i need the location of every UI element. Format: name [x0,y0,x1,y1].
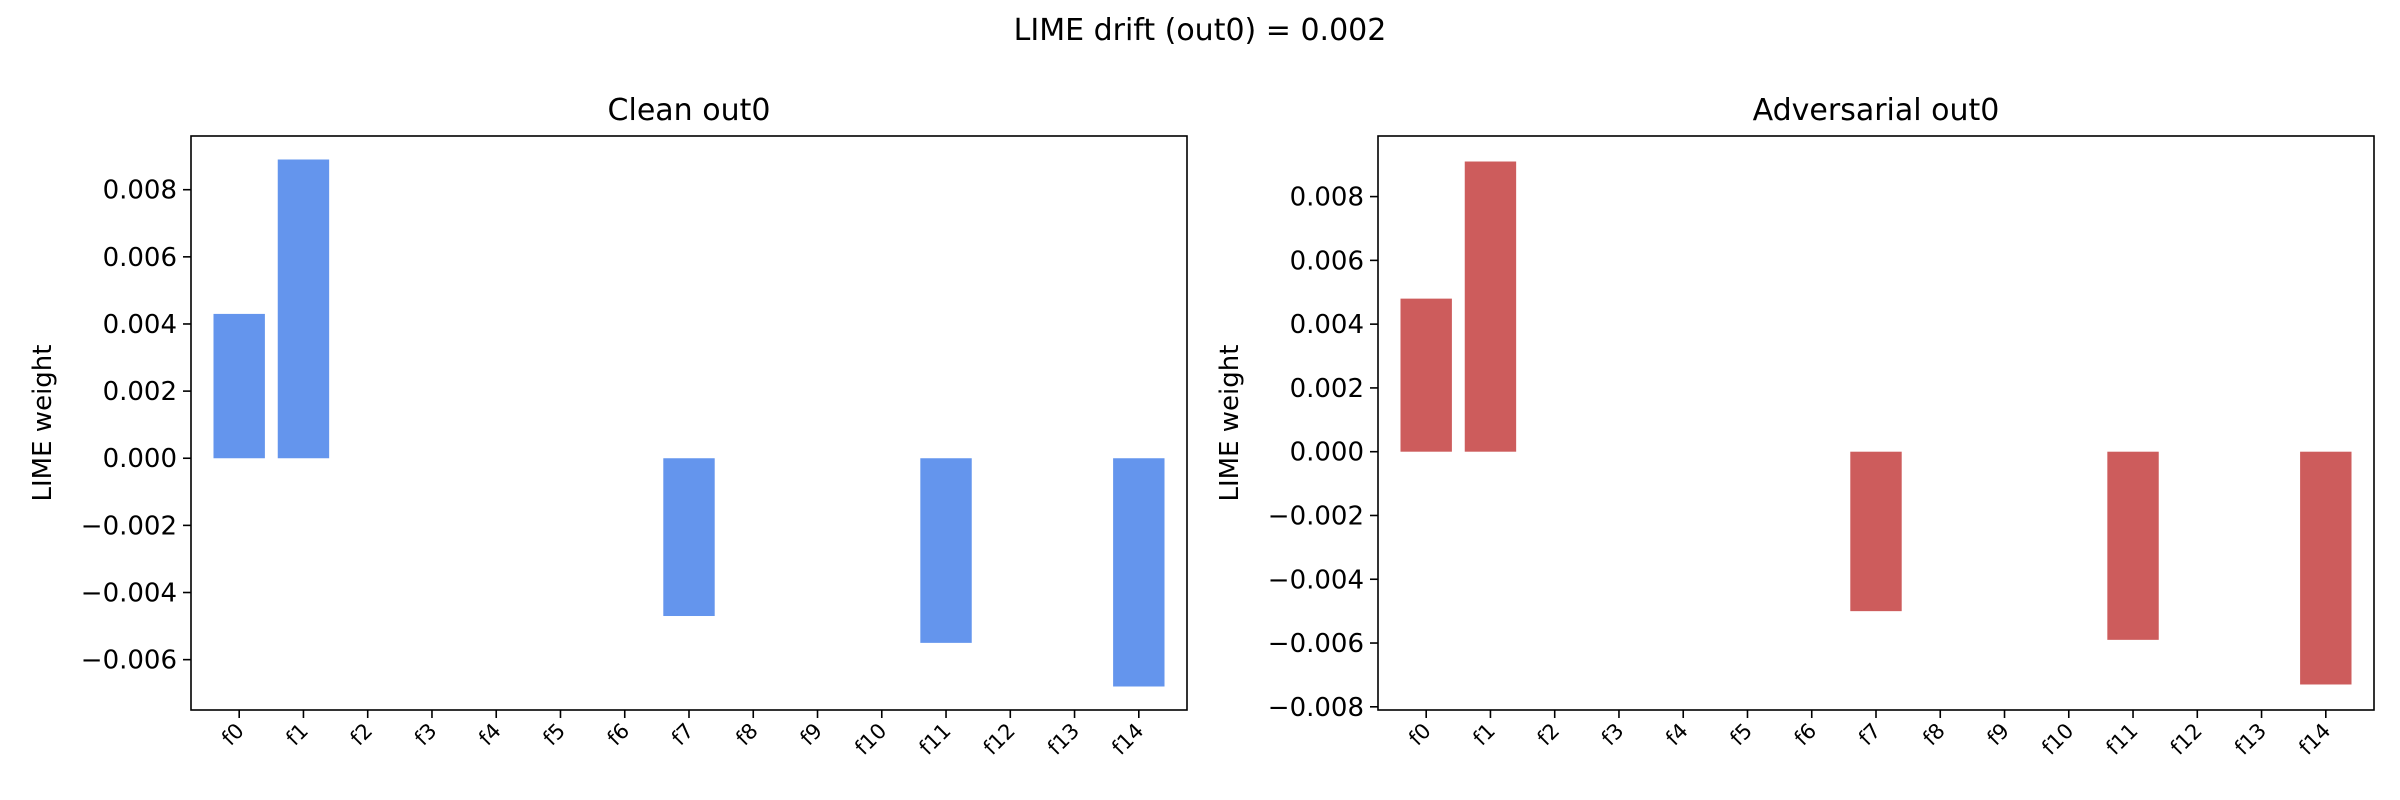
clean-chart-y-axis: 0.008 0.006 0.004 0.002 0.000 −0.002 −0.004 −0.… [81,176,191,676]
clean-ytick-label: 0.006 [103,243,177,273]
adversarial-bar-f11 [2107,451,2159,640]
adversarial-xtick-label-f1: f1 [1468,719,1500,751]
adversarial-xtick-label-f14: f14 [2294,719,2335,760]
adversarial-xtick-label-f6: f6 [1790,719,1822,751]
adversarial-ytick-label: −0.008 [1268,693,1364,723]
clean-xtick-label-f3: f3 [410,719,442,751]
clean-bar-f7 [663,458,715,617]
adversarial-xtick-label-f0: f0 [1404,719,1436,751]
clean-xtick-label-f4: f4 [474,719,506,751]
clean-ytick-label: −0.004 [81,579,177,609]
clean-xtick-label-f10: f10 [850,719,891,760]
clean-chart-ylabel: LIME weight [28,345,58,502]
clean-chart: Clean out0 LIME weight 0.0080.0060.0040.… [28,93,1188,760]
adversarial-xtick-label-f7: f7 [1854,719,1886,751]
clean-xtick-label-f13: f13 [1043,719,1084,760]
adversarial-chart-ylabel: LIME weight [1215,345,1245,502]
clean-xtick-label-f2: f2 [346,719,378,751]
adversarial-bar-f1 [1464,161,1517,452]
clean-ytick-label: −0.006 [81,646,177,676]
clean-chart-frame [190,135,1188,711]
clean-xtick-label-f9: f9 [795,719,827,751]
clean-xtick-label-f12: f12 [979,719,1020,760]
clean-xtick-label-f5: f5 [538,719,570,751]
adversarial-xtick-label-f11: f11 [2101,719,2142,760]
adversarial-xtick-label-f5: f5 [1725,719,1757,751]
adversarial-ytick-label: 0.004 [1290,310,1364,340]
clean-xtick-label-f14: f14 [1107,719,1148,760]
adversarial-bar-f0 [1400,298,1452,452]
adversarial-xtick-label-f4: f4 [1661,719,1693,751]
adversarial-ytick-label: 0.006 [1290,246,1364,276]
clean-bar-f14 [1113,458,1165,687]
adversarial-xtick-label-f9: f9 [1982,719,2014,751]
adversarial-chart-x-axis: f0 f1 f2 f3 f4 f5 f6 f7 f8 f9 f10 f11 f12 f13 f14 [1404,710,2335,760]
clean-bar-f1 [277,159,330,459]
clean-chart-bars [213,159,1165,687]
clean-chart-title: Clean out0 [608,93,771,128]
adversarial-ytick-label: 0.000 [1290,438,1364,468]
adversarial-xtick-label-f3: f3 [1597,719,1629,751]
adversarial-xtick-label-f8: f8 [1918,719,1950,751]
adversarial-bar-f7 [1850,451,1902,612]
adversarial-chart-bars [1400,161,2352,685]
clean-xtick-label-f8: f8 [731,719,763,751]
clean-chart-x-axis: f0 f1 f2 f3 f4 f5 f6 f7 f8 f9 f10 f11 f12 f13 f14 [217,710,1148,760]
adversarial-chart-y-axis: 0.008 0.006 0.004 0.002 0.000 −0.002 −0.004 −0.… [1268,183,1378,723]
clean-bar-f0 [213,313,265,459]
adversarial-chart-frame [1377,135,2375,711]
clean-ytick-label: 0.008 [103,176,177,206]
adversarial-xtick-label-f13: f13 [2230,719,2271,760]
adversarial-ytick-label: −0.006 [1268,629,1364,659]
clean-ytick-label: 0.002 [103,377,177,407]
clean-xtick-label-f0: f0 [217,719,249,751]
clean-xtick-label-f11: f11 [914,719,955,760]
clean-bar-f11 [920,458,972,643]
figure-suptitle: LIME drift (out0) = 0.002 [1014,13,1387,48]
adversarial-ytick-label: 0.008 [1290,183,1364,213]
clean-xtick-label-f1: f1 [281,719,313,751]
adversarial-ytick-label: 0.002 [1290,374,1364,404]
adversarial-ytick-label: −0.004 [1268,565,1364,595]
adversarial-chart-title: Adversarial out0 [1753,93,2000,128]
clean-xtick-label-f7: f7 [667,719,699,751]
adversarial-xtick-label-f10: f10 [2037,719,2078,760]
adversarial-bar-f14 [2300,451,2352,685]
adversarial-chart: Adversarial out0 LIME weight 0.0080.0060… [1215,93,2375,760]
clean-xtick-label-f6: f6 [603,719,635,751]
clean-ytick-label: −0.002 [81,511,177,541]
adversarial-xtick-label-f2: f2 [1533,719,1565,751]
adversarial-ytick-label: −0.002 [1268,501,1364,531]
clean-ytick-label: 0.000 [103,444,177,474]
clean-ytick-label: 0.004 [103,310,177,340]
adversarial-xtick-label-f12: f12 [2166,719,2207,760]
